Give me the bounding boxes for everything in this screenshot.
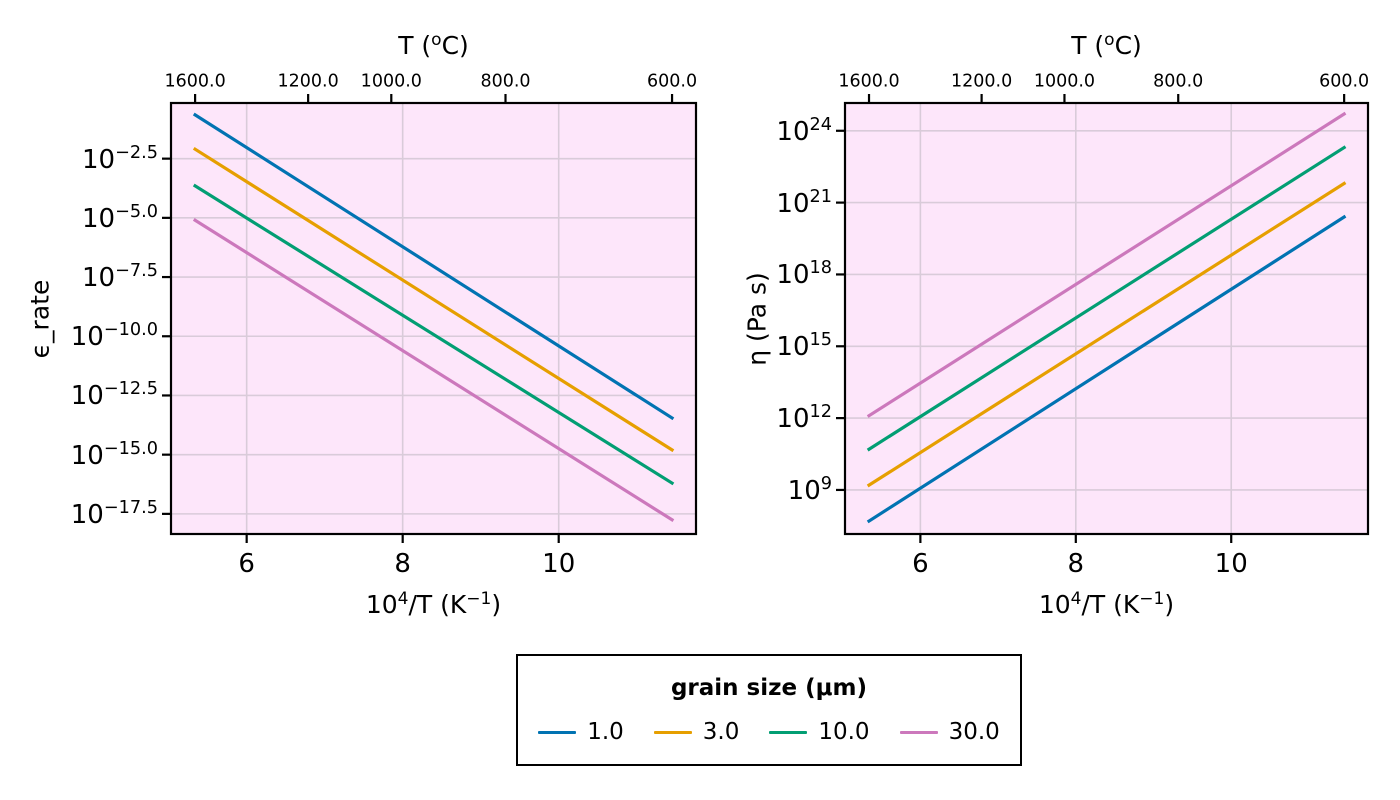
legend-line-swatch — [769, 730, 808, 735]
legend-entry-1.0: 1.0 — [538, 719, 624, 745]
series-line-30.0 — [192, 218, 675, 522]
series-line-30.0 — [866, 111, 1347, 418]
series-line-3.0 — [866, 181, 1347, 488]
legend-entry-30.0: 30.0 — [899, 719, 1000, 746]
legend-entry-label: 10.0 — [818, 719, 870, 746]
legend: grain size (μm) 1.0 3.0 10.0 30.0 — [516, 654, 1022, 766]
legend-line-swatch — [899, 730, 938, 735]
series-line-3.0 — [192, 146, 675, 453]
legend-title: grain size (μm) — [670, 674, 868, 701]
plot-area-viscosity-plot — [845, 103, 1368, 534]
legend-entry-label: 3.0 — [702, 719, 740, 746]
legend-entry-label: 30.0 — [948, 719, 1000, 746]
series-line-10.0 — [192, 183, 675, 486]
legend-entry-10.0: 10.0 — [769, 719, 870, 746]
legend-line-swatch — [538, 730, 577, 735]
plot-spines — [843, 101, 1370, 536]
legend-row: 1.0 3.0 10.0 30.0 — [538, 719, 1000, 745]
plot-area-strain-rate-plot — [171, 103, 696, 534]
series-line-1.0 — [192, 112, 675, 421]
plot-spines — [169, 101, 698, 536]
legend-entry-label: 1.0 — [587, 719, 624, 746]
legend-entry-3.0: 3.0 — [653, 719, 740, 746]
legend-line-swatch — [653, 730, 692, 735]
series-line-10.0 — [866, 145, 1347, 452]
series-line-1.0 — [866, 214, 1347, 524]
